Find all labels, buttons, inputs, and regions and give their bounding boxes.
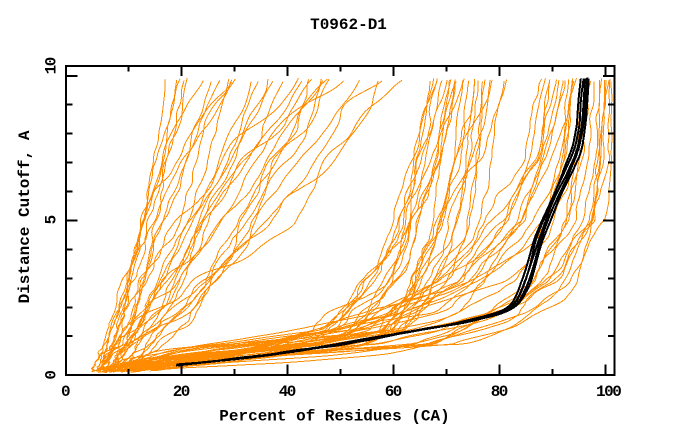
svg-text:60: 60 — [385, 383, 402, 401]
svg-text:T0962-D1: T0962-D1 — [310, 16, 387, 34]
svg-text:0: 0 — [43, 371, 61, 380]
svg-text:40: 40 — [279, 383, 296, 401]
svg-text:Percent of Residues (CA): Percent of Residues (CA) — [219, 407, 449, 425]
svg-text:20: 20 — [173, 383, 190, 401]
svg-text:0: 0 — [61, 383, 70, 401]
svg-text:10: 10 — [43, 57, 61, 74]
svg-text:5: 5 — [43, 215, 61, 224]
svg-text:80: 80 — [491, 383, 508, 401]
svg-text:100: 100 — [596, 383, 621, 401]
svg-text:Distance Cutoff, A: Distance Cutoff, A — [16, 130, 34, 303]
